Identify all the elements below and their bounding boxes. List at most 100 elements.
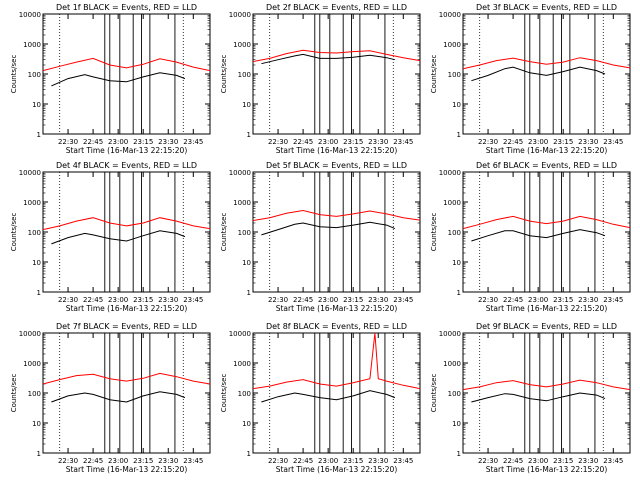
x-tick-label: 23:00 [318, 457, 338, 465]
chart-title: Det 3f BLACK = Events, RED = LLD [476, 3, 617, 12]
series-line-black [261, 53, 396, 65]
x-tick-label: 23:00 [108, 138, 128, 146]
chart-panel-1: Det 1f BLACK = Events, RED = LLD 1 10 100 10… [10, 3, 211, 155]
x-axis-label: Start Time (16-Mar-13 22:15:20) [486, 465, 608, 474]
x-tick-label: 23:30 [158, 457, 178, 465]
y-tick-label: 100 [28, 229, 41, 237]
y-tick-label: 100 [28, 390, 41, 398]
x-tick-label: 23:30 [578, 296, 598, 304]
y-tick-label: 1000 [443, 360, 461, 368]
y-tick-label: 100 [238, 229, 251, 237]
x-tick-label: 23:30 [368, 296, 388, 304]
x-tick-label: 23:45 [603, 296, 623, 304]
plot-frame [252, 332, 421, 454]
x-tick-label: 23:15 [553, 457, 573, 465]
series-line-black [471, 66, 606, 82]
y-axis-label: Counts/sec [220, 374, 228, 413]
x-axis-label: Start Time (16-Mar-13 22:15:20) [276, 146, 398, 155]
y-tick-label: 10 [242, 101, 251, 109]
y-tick-label: 1 [457, 131, 461, 139]
series-line-red [252, 49, 421, 63]
x-tick-label: 23:45 [183, 138, 203, 146]
y-tick-label: 1000 [23, 360, 41, 368]
y-tick-label: 10000 [229, 11, 251, 19]
y-tick-label: 10 [242, 259, 251, 267]
y-tick-label: 10 [452, 420, 461, 428]
chart-title: Det 4f BLACK = Events, RED = LLD [56, 161, 197, 170]
y-tick-label: 10000 [229, 169, 251, 177]
x-tick-label: 22:45 [83, 457, 103, 465]
x-tick-label: 23:45 [183, 296, 203, 304]
x-tick-label: 23:30 [368, 457, 388, 465]
y-axis-label: Counts/sec [220, 213, 228, 252]
x-tick-label: 22:45 [293, 138, 313, 146]
y-tick-label: 10 [242, 420, 251, 428]
y-tick-label: 1000 [23, 199, 41, 207]
x-axis-label: Start Time (16-Mar-13 22:15:20) [276, 304, 398, 313]
series-line-black [471, 392, 606, 403]
x-tick-label: 23:30 [158, 138, 178, 146]
x-tick-label: 23:45 [393, 296, 413, 304]
x-tick-label: 22:30 [478, 457, 498, 465]
y-axis-label: Counts/sec [10, 374, 18, 413]
series-line-red [252, 332, 421, 390]
y-tick-label: 1 [37, 131, 41, 139]
x-tick-label: 23:00 [318, 138, 338, 146]
y-axis-label: Counts/sec [220, 55, 228, 94]
x-tick-label: 22:30 [268, 457, 288, 465]
y-tick-label: 1 [247, 131, 251, 139]
chart-title: Det 5f BLACK = Events, RED = LLD [266, 161, 407, 170]
chart-panel-5: Det 5f BLACK = Events, RED = LLD 1 10 100 10… [220, 161, 421, 313]
x-tick-label: 23:45 [393, 138, 413, 146]
x-tick-label: 22:30 [268, 296, 288, 304]
x-tick-label: 23:15 [133, 457, 153, 465]
chart-title: Det 7f BLACK = Events, RED = LLD [56, 322, 197, 331]
y-tick-label: 10 [32, 420, 41, 428]
y-axis-label: Counts/sec [430, 213, 438, 252]
y-tick-label: 10000 [229, 330, 251, 338]
series-line-black [471, 229, 606, 242]
x-tick-label: 23:30 [158, 296, 178, 304]
series-line-red [42, 217, 211, 231]
y-tick-label: 1 [247, 289, 251, 297]
y-tick-label: 1000 [233, 41, 251, 49]
x-tick-label: 23:15 [133, 138, 153, 146]
y-tick-label: 100 [448, 229, 461, 237]
x-axis-label: Start Time (16-Mar-13 22:15:20) [66, 465, 188, 474]
y-tick-label: 1 [457, 289, 461, 297]
y-tick-label: 10000 [19, 11, 41, 19]
y-tick-label: 10000 [439, 169, 461, 177]
series-line-black [51, 72, 186, 87]
y-tick-label: 1 [37, 289, 41, 297]
y-tick-label: 100 [448, 390, 461, 398]
y-tick-label: 1000 [233, 199, 251, 207]
chart-panel-6: Det 6f BLACK = Events, RED = LLD 1 10 100 10… [430, 161, 631, 313]
x-tick-label: 22:45 [503, 457, 523, 465]
x-tick-label: 23:30 [578, 138, 598, 146]
x-tick-label: 22:45 [83, 138, 103, 146]
y-axis-label: Counts/sec [10, 213, 18, 252]
chart-panel-2: Det 2f BLACK = Events, RED = LLD 1 10 100 10… [220, 3, 421, 155]
series-line-black [51, 230, 186, 245]
y-tick-label: 1 [247, 450, 251, 458]
plot-frame [462, 332, 631, 454]
x-tick-label: 22:30 [58, 296, 78, 304]
x-tick-label: 23:30 [368, 138, 388, 146]
chart-title: Det 1f BLACK = Events, RED = LLD [56, 3, 197, 12]
x-tick-label: 23:00 [528, 457, 548, 465]
chart-title: Det 6f BLACK = Events, RED = LLD [476, 161, 617, 170]
x-tick-label: 23:45 [603, 138, 623, 146]
x-axis-label: Start Time (16-Mar-13 22:15:20) [66, 146, 188, 155]
y-tick-label: 10 [32, 259, 41, 267]
x-tick-label: 23:45 [393, 457, 413, 465]
x-axis-label: Start Time (16-Mar-13 22:15:20) [66, 304, 188, 313]
x-axis-label: Start Time (16-Mar-13 22:15:20) [486, 146, 608, 155]
chart-panel-7: Det 7f BLACK = Events, RED = LLD 1 10 100 10… [10, 322, 211, 474]
plot-frame [462, 171, 631, 293]
y-tick-label: 1 [37, 450, 41, 458]
y-tick-label: 100 [238, 390, 251, 398]
y-tick-label: 1000 [23, 41, 41, 49]
y-tick-label: 1 [457, 450, 461, 458]
series-line-red [462, 57, 631, 70]
